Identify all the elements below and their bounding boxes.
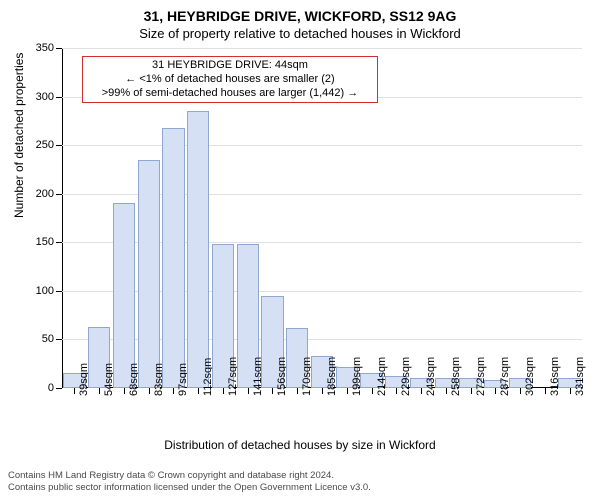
x-tick xyxy=(297,388,298,394)
x-tick xyxy=(173,388,174,394)
x-tick-label: 258sqm xyxy=(450,357,462,396)
x-tick xyxy=(124,388,125,394)
x-tick-label: 331sqm xyxy=(574,357,586,396)
gridline xyxy=(62,145,582,146)
x-tick xyxy=(545,388,546,394)
annotation-line-2: ← <1% of detached houses are smaller (2) xyxy=(89,73,371,87)
x-tick xyxy=(396,388,397,394)
y-tick xyxy=(56,339,62,340)
x-tick xyxy=(74,388,75,394)
x-tick xyxy=(495,388,496,394)
x-tick xyxy=(570,388,571,394)
y-tick xyxy=(56,291,62,292)
bar xyxy=(138,160,160,388)
y-tick xyxy=(56,388,62,389)
bar xyxy=(113,203,135,388)
x-axis-label: Distribution of detached houses by size … xyxy=(0,438,600,452)
x-tick xyxy=(272,388,273,394)
y-tick-label: 50 xyxy=(42,333,54,345)
footer-attribution: Contains HM Land Registry data © Crown c… xyxy=(8,470,371,494)
annotation-line-3: >99% of semi-detached houses are larger … xyxy=(89,87,371,101)
x-tick xyxy=(446,388,447,394)
chart-page: 31, HEYBRIDGE DRIVE, WICKFORD, SS12 9AG … xyxy=(0,0,600,500)
y-tick-label: 300 xyxy=(36,91,54,103)
y-tick-label: 150 xyxy=(36,236,54,248)
x-tick-label: 229sqm xyxy=(400,357,412,396)
bar xyxy=(187,111,209,388)
y-tick xyxy=(56,97,62,98)
y-tick xyxy=(56,242,62,243)
y-tick-label: 350 xyxy=(36,42,54,54)
x-tick-label: 272sqm xyxy=(475,357,487,396)
x-tick-label: 302sqm xyxy=(524,357,536,396)
x-tick xyxy=(99,388,100,394)
bar xyxy=(162,128,184,388)
x-tick-label: 316sqm xyxy=(549,357,561,396)
y-tick-label: 200 xyxy=(36,188,54,200)
x-tick xyxy=(520,388,521,394)
y-tick xyxy=(56,48,62,49)
y-tick-label: 250 xyxy=(36,139,54,151)
y-tick xyxy=(56,145,62,146)
y-tick-label: 100 xyxy=(36,285,54,297)
x-tick xyxy=(198,388,199,394)
x-tick xyxy=(149,388,150,394)
y-tick xyxy=(56,194,62,195)
x-tick xyxy=(471,388,472,394)
gridline xyxy=(62,48,582,49)
x-tick xyxy=(347,388,348,394)
y-tick-label: 0 xyxy=(48,382,54,394)
x-tick-label: 243sqm xyxy=(425,357,437,396)
y-axis-line xyxy=(62,48,63,388)
x-tick xyxy=(248,388,249,394)
annotation-box: 31 HEYBRIDGE DRIVE: 44sqm ← <1% of detac… xyxy=(82,56,378,103)
x-tick-label: 287sqm xyxy=(499,357,511,396)
footer-line-1: Contains HM Land Registry data © Crown c… xyxy=(8,470,371,482)
footer-line-2: Contains public sector information licen… xyxy=(8,482,371,494)
annotation-line-1: 31 HEYBRIDGE DRIVE: 44sqm xyxy=(89,59,371,73)
x-tick xyxy=(421,388,422,394)
x-tick xyxy=(372,388,373,394)
x-tick xyxy=(322,388,323,394)
x-tick xyxy=(223,388,224,394)
